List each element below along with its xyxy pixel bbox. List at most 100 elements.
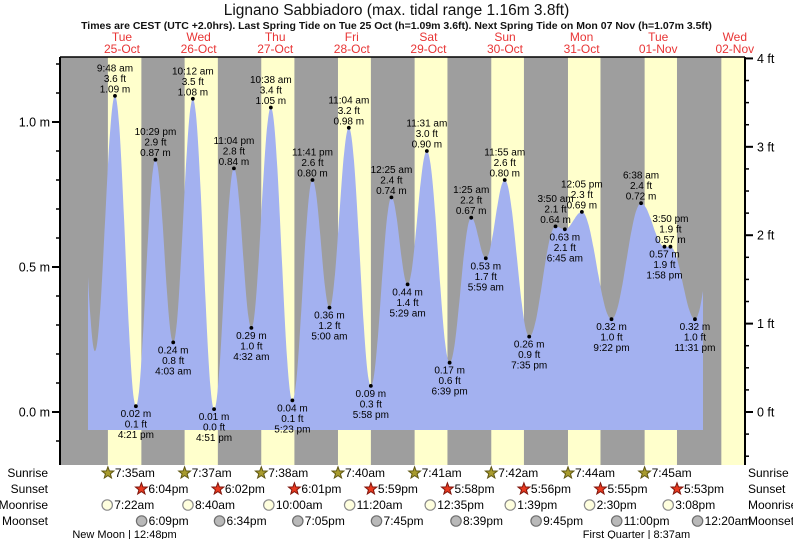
moonrise-entry: 8:40am	[182, 498, 235, 512]
day-date: 02-Nov	[715, 42, 754, 56]
moonrise-time: 8:40am	[195, 498, 235, 512]
tide-point-dot	[171, 340, 176, 345]
tide-high-annotation: 11:04 pm2.8 ft0.84 m	[213, 136, 254, 171]
tide-label-line: 0.57 m	[649, 250, 680, 261]
tide-label-line: 2.4 ft	[380, 175, 402, 186]
tide-point-dot	[527, 334, 532, 339]
sunrise-time: 7:41am	[422, 466, 462, 480]
tide-label-line: 2.9 ft	[144, 138, 166, 149]
row-label-sunset-left: Sunset	[11, 482, 49, 496]
sunset-entry: 5:59pm	[363, 481, 418, 496]
tide-label-line: 2.4 ft	[630, 181, 652, 192]
sunrise-entry: 7:38am	[254, 465, 308, 480]
sunset-star-icon	[516, 481, 532, 496]
tide-label-line: 3.0 ft	[416, 129, 438, 140]
moon-phase-text: First Quarter | 8:37am	[583, 529, 690, 539]
tide-label-line: 0.98 m	[334, 116, 365, 127]
sunrise-entry: 7:44am	[560, 465, 615, 480]
tide-label-line: 3.2 ft	[338, 106, 360, 117]
day-name: Mon	[570, 30, 593, 44]
tide-label-line: 0.0 ft	[203, 423, 225, 434]
tide-high-annotation: 1:25 am2.2 ft0.67 m	[453, 185, 489, 220]
day-date: 26-Oct	[181, 42, 218, 56]
y-axis-label-ft: 1 ft	[757, 317, 775, 331]
tide-point-dot	[562, 227, 567, 232]
tide-label-line: 2.2 ft	[460, 196, 482, 207]
sunrise-star-icon	[637, 465, 652, 480]
tide-point-dot	[346, 125, 351, 130]
tide-label-line: 1.7 ft	[475, 272, 497, 283]
tide-label-line: 0.01 m	[199, 412, 230, 423]
moonset-circle-icon	[135, 515, 148, 527]
moonrise-circle-icon	[424, 499, 437, 511]
tide-label-line: 0.87 m	[140, 148, 171, 159]
tide-low-annotation: 0.36 m1.2 ft5:00 am	[311, 305, 348, 343]
tide-label-line: 0.44 m	[392, 287, 423, 298]
tide-low-annotation: 0.09 m0.3 ft5:58 pm	[353, 384, 389, 421]
sunset-entry: 5:58pm	[440, 481, 494, 496]
sunset-star-icon	[440, 481, 455, 496]
moonset-time: 8:39pm	[463, 514, 503, 528]
sunrise-entry: 7:40am	[330, 465, 385, 480]
moonset-entry: 12:20am	[691, 514, 752, 528]
y-axis-label-m: 0.5 m	[19, 261, 50, 275]
tide-label-line: 0.64 m	[540, 215, 571, 226]
tide-high-annotation: 11:55 am2.6 ft0.80 m	[484, 148, 525, 182]
tide-label-line: 2.6 ft	[494, 158, 516, 169]
tide-label-line: 0.1 ft	[125, 420, 147, 431]
tide-label-line: 1.9 ft	[659, 225, 681, 236]
moonrise-circle-icon	[263, 499, 275, 511]
tide-high-annotation: 3:50 pm1.9 ft0.57 m	[652, 214, 689, 249]
tide-label-line: 2.3 ft	[571, 190, 593, 201]
tide-label-line: 0.6 ft	[438, 376, 460, 387]
tide-label-line: 11:04 am	[328, 95, 369, 106]
moonset-time: 12:20am	[705, 514, 752, 528]
tide-point-dot	[424, 149, 429, 153]
tide-point-dot	[447, 360, 452, 365]
day-date: 01-Nov	[639, 42, 678, 56]
row-label-sunrise-left: Sunrise	[7, 466, 48, 480]
tide-label-line: 0.17 m	[434, 366, 465, 377]
tide-label-line: 6:39 pm	[432, 387, 468, 398]
moonrise-time: 10:00am	[276, 498, 323, 512]
tide-high-annotation: 10:38 am3.4 ft1.05 m	[250, 75, 292, 110]
moonrise-entry: 11:20am	[343, 498, 402, 512]
page-title: Lignano Sabbiadoro (max. tidal range 1.1…	[223, 2, 570, 19]
moonrise-entry: 3:08pm	[662, 498, 715, 512]
moonset-circle-icon	[450, 515, 462, 527]
tide-point-dot	[268, 105, 273, 110]
tide-label-line: 10:12 am	[172, 66, 214, 77]
tide-label-line: 11:04 pm	[213, 136, 254, 147]
tide-label-line: 1.08 m	[178, 87, 209, 98]
moonrise-circle-icon	[504, 499, 517, 511]
tide-label-line: 3.5 ft	[182, 77, 204, 88]
sunset-entry: 5:53pm	[669, 481, 724, 496]
y-axis-label-ft: 3 ft	[757, 140, 775, 154]
tide-low-annotation: 0.32 m1.0 ft9:22 pm	[593, 317, 630, 354]
tide-label-line: 1.09 m	[100, 84, 131, 95]
tide-label-line: 6:45 am	[547, 253, 583, 264]
tide-point-dot	[469, 215, 474, 220]
row-label-moonset-left: Moonset	[2, 514, 49, 528]
tide-label-line: 11:31 pm	[674, 343, 715, 354]
tide-label-line: 4:32 am	[233, 352, 269, 363]
moonrise-time: 7:22am	[114, 498, 154, 512]
day-name: Thu	[265, 30, 286, 44]
tide-high-annotation: 9:48 am3.6 ft1.09 m	[97, 63, 133, 98]
tide-low-annotation: 0.44 m1.4 ft5:29 am	[390, 282, 426, 319]
sunset-time: 6:01pm	[301, 482, 341, 496]
tide-high-annotation: 12:05 pm2.3 ft0.69 m	[561, 179, 603, 214]
day-name: Tue	[648, 30, 669, 44]
tide-label-line: 0.32 m	[680, 322, 711, 333]
tide-label-line: 0.36 m	[314, 311, 345, 322]
sunrise-time: 7:38am	[268, 466, 308, 480]
tide-label-line: 10:29 pm	[135, 127, 177, 138]
tide-point-dot	[190, 96, 195, 101]
sunset-entry: 5:55pm	[593, 481, 648, 496]
tide-point-dot	[153, 157, 158, 162]
day-name: Wed	[186, 30, 210, 44]
sunset-entry: 6:02pm	[210, 481, 265, 496]
